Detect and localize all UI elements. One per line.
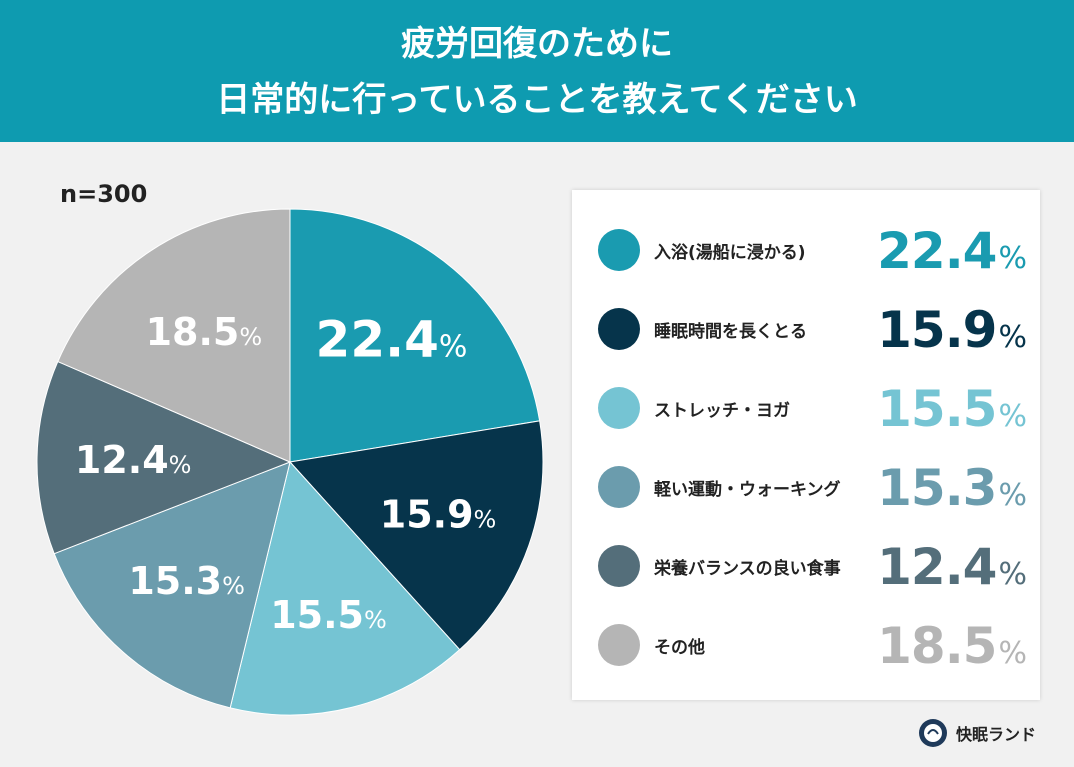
legend: 入浴(湯船に浸かる) 22.4% 睡眠時間を長くとる 15.9% ストレッチ・ヨ… <box>572 190 1040 700</box>
legend-swatch <box>598 308 640 350</box>
legend-item: 栄養バランスの良い食事 12.4% <box>572 536 1040 596</box>
legend-swatch <box>598 466 640 508</box>
legend-item: 軽い運動・ウォーキング 15.3% <box>572 457 1040 517</box>
legend-label: 睡眠時間を長くとる <box>654 322 807 342</box>
brand-logo: 快眠ランド <box>918 718 1036 748</box>
legend-swatch <box>598 387 640 429</box>
slice-label: 15.3% <box>128 559 245 603</box>
legend-label: 軽い運動・ウォーキング <box>654 480 841 500</box>
pie-slice <box>53 461 291 709</box>
legend-value: 12.4% <box>877 538 1027 596</box>
legend-label: その他 <box>654 638 705 658</box>
legend-label: ストレッチ・ヨガ <box>654 401 790 421</box>
sample-size: n=300 <box>60 180 148 208</box>
pie-slice <box>57 208 291 463</box>
legend-label: 入浴(湯船に浸かる) <box>654 243 806 263</box>
legend-swatch <box>598 624 640 666</box>
title-line-1: 疲労回復のために <box>401 24 673 64</box>
pie-slice <box>36 360 292 555</box>
legend-swatch <box>598 545 640 587</box>
legend-value: 15.3% <box>877 459 1027 517</box>
legend-label: 栄養バランスの良い食事 <box>654 559 841 579</box>
pie-slice <box>229 460 461 716</box>
legend-item: ストレッチ・ヨガ 15.5% <box>572 378 1040 438</box>
legend-item: 入浴(湯船に浸かる) 22.4% <box>572 220 1040 280</box>
legend-value: 15.9% <box>877 301 1027 359</box>
legend-item: 睡眠時間を長くとる 15.9% <box>572 299 1040 359</box>
pie-slice <box>289 420 544 651</box>
legend-value: 18.5% <box>877 617 1027 675</box>
brand-name: 快眠ランド <box>956 725 1037 744</box>
brand-logo-icon <box>919 719 947 747</box>
legend-item: その他 18.5% <box>572 615 1040 675</box>
legend-value: 15.5% <box>877 380 1027 438</box>
slice-label: 15.5% <box>270 593 387 637</box>
legend-value: 22.4% <box>877 222 1027 280</box>
title-line-2: 日常的に行っていることを教えてください <box>216 80 858 120</box>
pie-slice <box>289 208 541 463</box>
legend-swatch <box>598 229 640 271</box>
title-banner: 疲労回復のために 日常的に行っていることを教えてください <box>0 0 1074 142</box>
